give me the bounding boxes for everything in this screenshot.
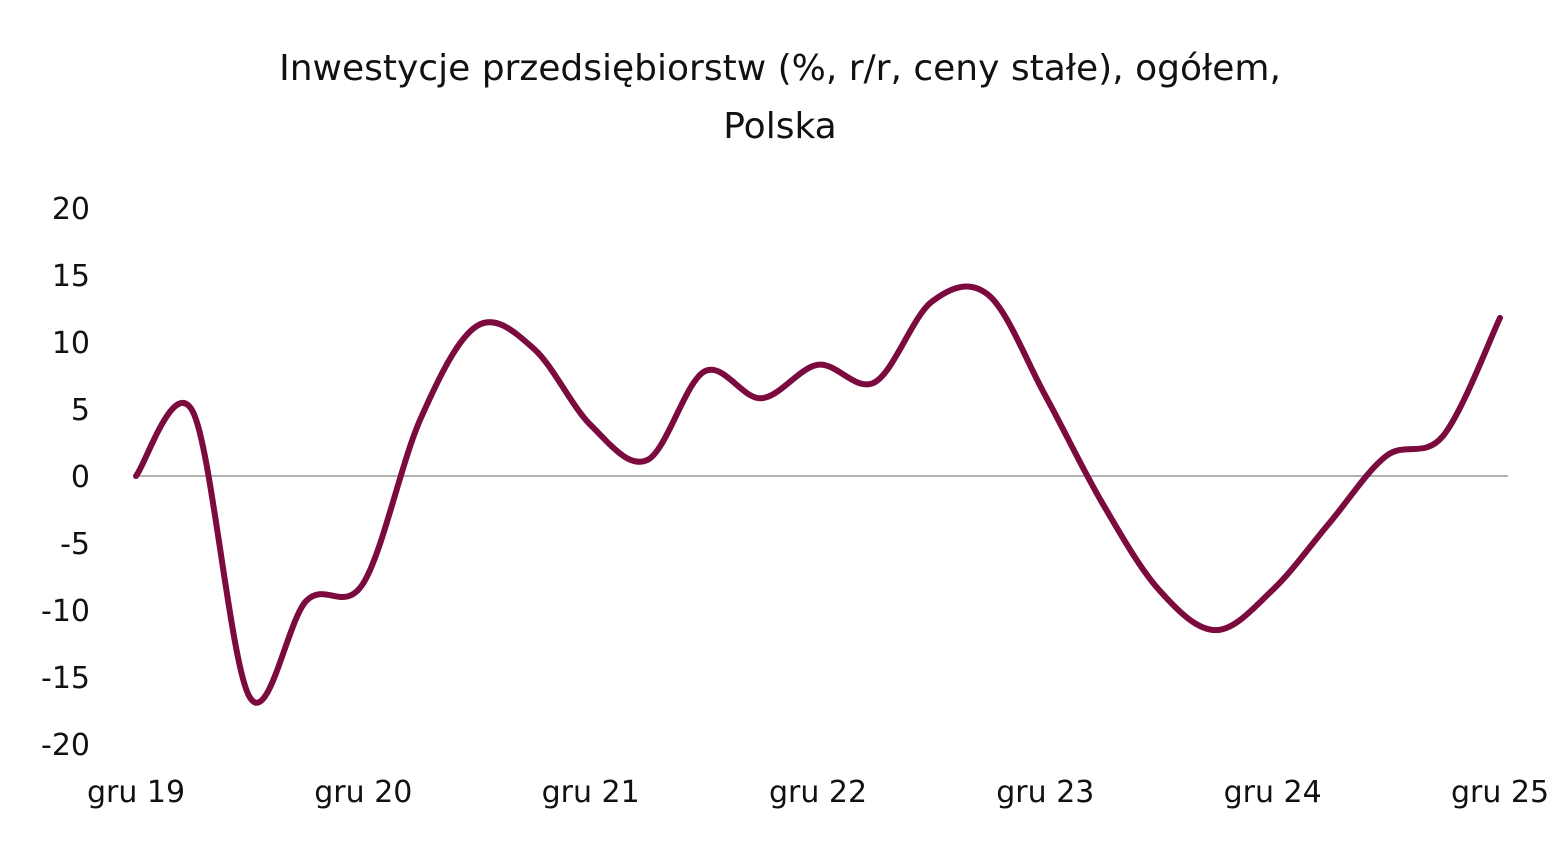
series-line bbox=[133, 283, 1503, 706]
y-tick-label: 10 bbox=[52, 326, 90, 361]
x-tick-label: gru 24 bbox=[1224, 775, 1322, 810]
chart-title-line-1: Inwestycje przedsiębiorstw (%, r/r, ceny… bbox=[279, 48, 1281, 89]
y-tick-label: 15 bbox=[52, 259, 90, 294]
x-tick-label: gru 22 bbox=[769, 775, 867, 810]
x-tick-label: gru 19 bbox=[87, 775, 185, 810]
y-tick-label: -5 bbox=[60, 527, 90, 562]
y-tick-label: -15 bbox=[41, 661, 90, 696]
y-tick-label: -10 bbox=[41, 594, 90, 629]
y-tick-label: 5 bbox=[71, 393, 90, 428]
chart-title-line-2: Polska bbox=[723, 106, 836, 147]
x-tick-label: gru 20 bbox=[314, 775, 412, 810]
x-tick-label: gru 21 bbox=[542, 775, 640, 810]
x-tick-label: gru 23 bbox=[996, 775, 1094, 810]
x-tick-label: gru 25 bbox=[1451, 775, 1549, 810]
y-tick-label: 0 bbox=[71, 460, 90, 495]
y-tick-label: -20 bbox=[41, 728, 90, 763]
y-tick-label: 20 bbox=[52, 192, 90, 227]
